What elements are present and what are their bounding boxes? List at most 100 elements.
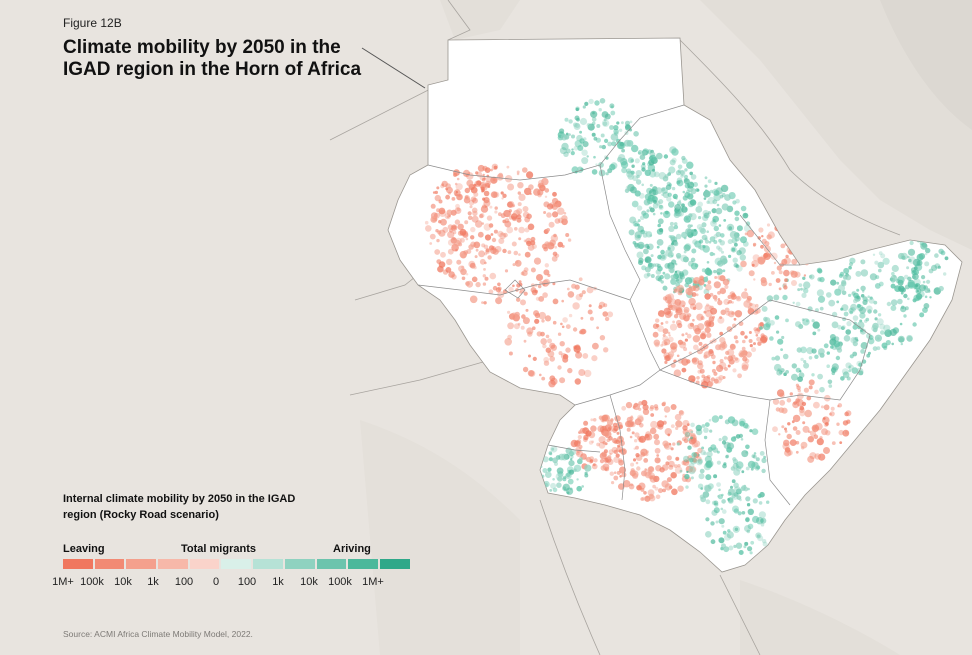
mobility-dot <box>725 310 731 316</box>
mobility-dot <box>543 201 550 208</box>
legend-tick-label: 100 <box>174 576 194 588</box>
mobility-dot <box>570 151 575 156</box>
mobility-dot <box>512 284 515 288</box>
mobility-dot <box>672 320 675 324</box>
mobility-dot <box>561 244 565 248</box>
mobility-dot <box>601 144 606 150</box>
mobility-dot <box>719 287 726 294</box>
mobility-dot <box>709 292 714 297</box>
mobility-dot <box>663 307 671 315</box>
mobility-dot <box>745 444 750 450</box>
mobility-dot <box>636 466 641 471</box>
mobility-dot <box>733 492 739 497</box>
mobility-dot <box>711 415 720 423</box>
mobility-dot <box>557 471 564 478</box>
mobility-dot <box>592 463 596 467</box>
mobility-dot <box>744 541 749 546</box>
mobility-dot <box>626 427 631 432</box>
mobility-dot <box>550 482 557 489</box>
mobility-dot <box>719 288 727 295</box>
mobility-dot <box>690 262 698 270</box>
mobility-dot <box>543 269 550 276</box>
mobility-dot <box>842 420 849 426</box>
mobility-dot <box>780 348 783 351</box>
mobility-dot <box>668 183 672 187</box>
mobility-dot <box>730 343 735 349</box>
mobility-dot <box>791 373 798 381</box>
mobility-dot <box>456 259 462 265</box>
mobility-dot <box>677 169 682 173</box>
mobility-dot <box>565 148 571 154</box>
mobility-dot <box>522 206 529 212</box>
mobility-dot <box>686 189 691 194</box>
mobility-dot <box>689 303 697 310</box>
mobility-dot <box>744 335 748 339</box>
mobility-dot <box>643 244 648 248</box>
mobility-dot <box>713 281 721 289</box>
mobility-dot <box>688 375 696 383</box>
mobility-dot <box>544 188 550 193</box>
mobility-dot <box>866 353 871 358</box>
mobility-dot <box>747 306 752 310</box>
mobility-dot <box>943 272 947 276</box>
mobility-dot <box>918 291 925 298</box>
mobility-dot <box>554 218 561 224</box>
mobility-dot <box>659 467 665 473</box>
mobility-dot <box>734 242 738 247</box>
mobility-dot <box>676 211 682 217</box>
mobility-dot <box>736 250 742 256</box>
mobility-dot <box>637 234 641 238</box>
mobility-dot <box>802 318 810 326</box>
mobility-dot <box>576 485 582 492</box>
mobility-dot <box>447 248 454 255</box>
mobility-dot <box>537 189 544 196</box>
mobility-dot <box>657 218 664 225</box>
mobility-dot <box>713 500 719 506</box>
mobility-dot <box>839 441 843 444</box>
mobility-dot <box>455 190 458 194</box>
mobility-dot <box>695 424 702 432</box>
mobility-dot <box>845 274 852 281</box>
mobility-dot <box>681 206 688 213</box>
mobility-dot <box>703 197 707 200</box>
mobility-dot <box>437 265 444 273</box>
mobility-dot <box>668 351 675 358</box>
mobility-dot <box>709 189 714 194</box>
legend-tick-label: 1M+ <box>362 576 384 588</box>
mobility-dot <box>816 438 824 446</box>
mobility-dot <box>818 453 826 461</box>
mobility-dot <box>649 207 655 213</box>
mobility-dot <box>742 212 749 219</box>
mobility-dot <box>710 444 717 451</box>
mobility-dot <box>865 317 870 322</box>
mobility-dot <box>791 280 797 286</box>
mobility-dot <box>616 435 624 443</box>
mobility-dot <box>897 335 905 343</box>
mobility-dot <box>741 291 749 299</box>
mobility-dot <box>646 272 651 277</box>
mobility-dot <box>753 342 756 346</box>
mobility-dot <box>683 347 688 352</box>
mobility-dot <box>820 405 824 409</box>
mobility-dot <box>743 545 747 549</box>
mobility-dot <box>716 460 722 465</box>
mobility-dot <box>500 213 506 219</box>
mobility-dot <box>540 338 547 345</box>
mobility-dot <box>649 475 657 483</box>
mobility-dot <box>874 334 883 342</box>
mobility-dot <box>703 310 707 314</box>
mobility-dot <box>669 268 675 274</box>
mobility-dot <box>562 317 568 323</box>
mobility-dot <box>724 367 728 371</box>
mobility-dot <box>492 248 499 255</box>
mobility-dot <box>787 422 791 426</box>
mobility-dot <box>886 301 892 307</box>
mobility-dot <box>686 359 691 364</box>
mobility-dot <box>879 323 886 330</box>
mobility-dot <box>675 252 682 259</box>
mobility-dot <box>713 507 720 514</box>
mobility-dot <box>539 373 542 377</box>
mobility-dot <box>716 245 721 250</box>
mobility-dot <box>481 301 484 304</box>
source-note: Source: ACMI Africa Climate Mobility Mod… <box>63 629 253 639</box>
